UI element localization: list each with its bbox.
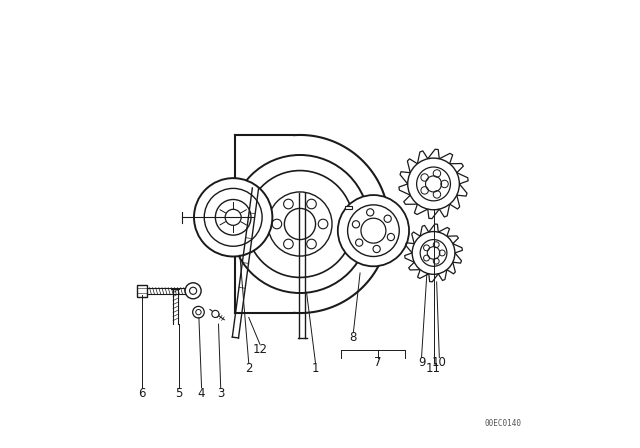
Text: 2: 2 <box>245 362 253 375</box>
Circle shape <box>225 209 241 225</box>
Circle shape <box>204 188 262 246</box>
Text: 00EC0140: 00EC0140 <box>484 419 521 428</box>
Circle shape <box>417 167 451 201</box>
Text: 11: 11 <box>426 362 441 375</box>
Circle shape <box>246 171 353 277</box>
Text: 6: 6 <box>138 387 146 400</box>
Text: 9: 9 <box>418 357 425 370</box>
Circle shape <box>196 310 201 315</box>
Circle shape <box>268 192 332 256</box>
Circle shape <box>216 199 251 235</box>
Text: 8: 8 <box>349 331 357 344</box>
Text: 3: 3 <box>217 387 225 400</box>
Circle shape <box>420 240 447 266</box>
Text: 10: 10 <box>432 357 447 370</box>
Circle shape <box>185 283 201 299</box>
Circle shape <box>426 176 442 192</box>
Circle shape <box>338 195 409 266</box>
Text: 4: 4 <box>198 387 205 400</box>
FancyBboxPatch shape <box>346 206 351 209</box>
Circle shape <box>408 158 460 210</box>
Circle shape <box>194 178 273 257</box>
Circle shape <box>412 232 455 274</box>
Circle shape <box>212 310 219 318</box>
Circle shape <box>189 287 196 294</box>
Text: 1: 1 <box>312 362 319 375</box>
Text: 7: 7 <box>374 357 381 370</box>
Text: 12: 12 <box>252 343 268 356</box>
Circle shape <box>284 208 316 240</box>
Circle shape <box>348 205 399 257</box>
Circle shape <box>361 218 386 243</box>
FancyBboxPatch shape <box>138 285 147 297</box>
Circle shape <box>231 155 369 293</box>
Text: 5: 5 <box>175 387 182 400</box>
Circle shape <box>428 247 440 259</box>
Circle shape <box>193 306 204 318</box>
